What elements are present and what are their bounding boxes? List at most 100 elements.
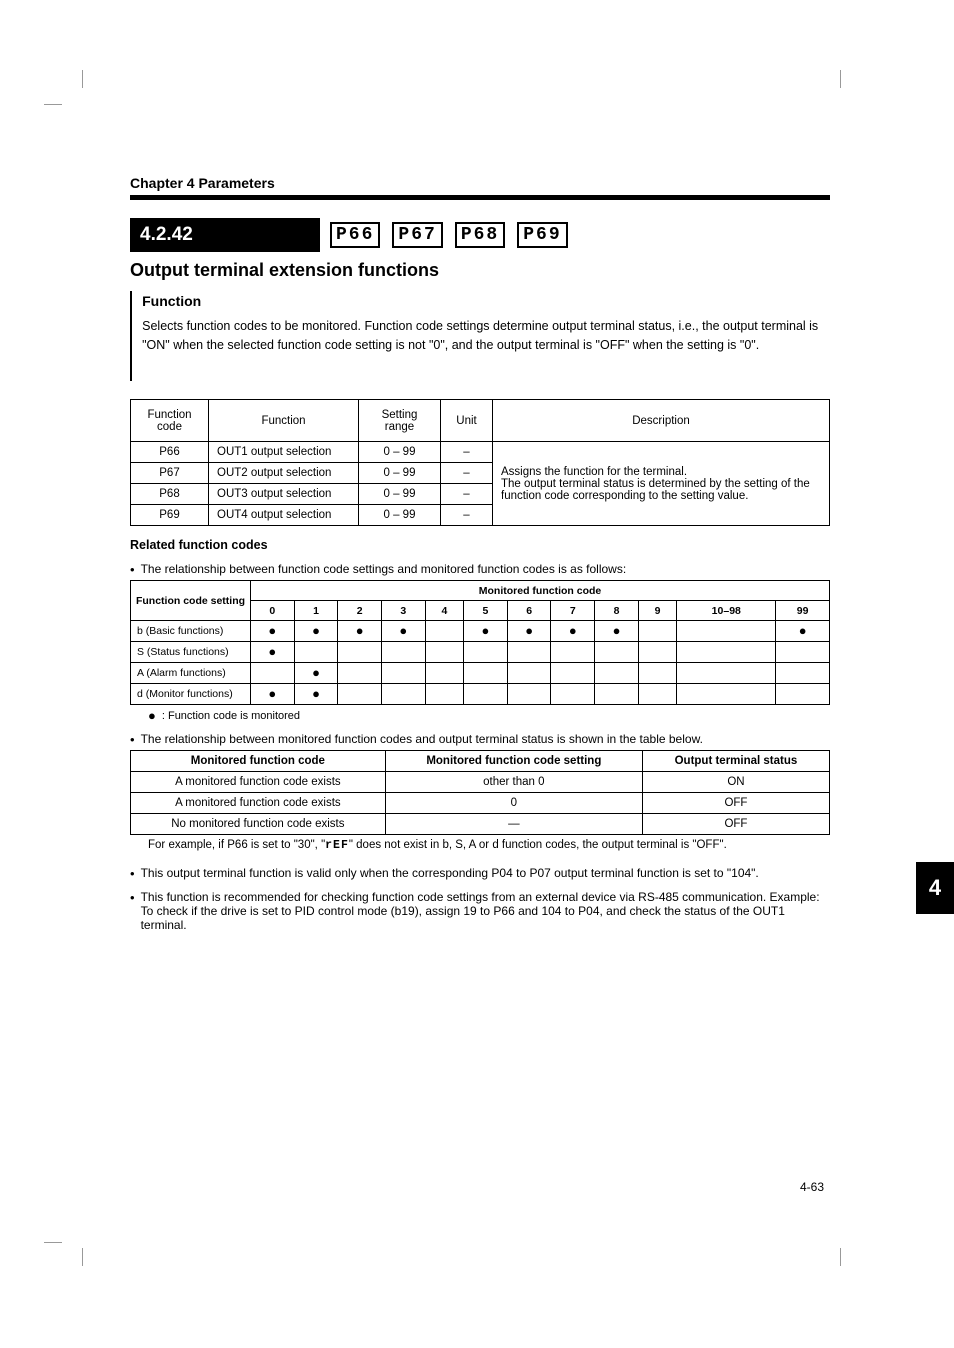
section-label: 4.2.42 (130, 218, 320, 252)
grid-cell (425, 621, 463, 642)
grid-cell (464, 663, 508, 684)
th-col: 6 (507, 601, 551, 621)
th-col: 1 (294, 601, 338, 621)
table-cell: P67 (131, 463, 209, 484)
th-col: 5 (464, 601, 508, 621)
grid-cell (776, 663, 830, 684)
bullet-item: • The relationship between function code… (130, 562, 830, 576)
note-prefix: For example, if P66 is set to "30", " (148, 839, 325, 851)
grid-cell (507, 684, 551, 705)
table-cell: OUT3 output selection (209, 484, 359, 505)
grid-cell (595, 684, 639, 705)
chapter-side-tab: 4 (916, 862, 954, 914)
grid-cell (551, 642, 595, 663)
table-cell: – (441, 442, 493, 463)
table-cell: 0 – 99 (359, 442, 441, 463)
table-cell: P69 (131, 505, 209, 526)
table-cell: P68 (131, 484, 209, 505)
grid-cell (382, 663, 426, 684)
table-cell-desc: Assigns the function for the terminal. T… (493, 442, 830, 526)
bullet-icon: • (130, 867, 135, 880)
th-col: 2 (338, 601, 382, 621)
grid-cell (551, 684, 595, 705)
grid-cell: ● (595, 621, 639, 642)
grid-cell: ● (551, 621, 595, 642)
th-col: 9 (638, 601, 676, 621)
lcd-code-3: P69 (517, 222, 567, 248)
grid-cell (638, 684, 676, 705)
table-cell: — (385, 814, 642, 835)
lcd-code-0: P66 (330, 222, 380, 248)
th-col: 3 (382, 601, 426, 621)
th-range: Setting range (359, 400, 441, 442)
table-cell: other than 0 (385, 772, 642, 793)
grid-cell (338, 642, 382, 663)
grid-cell (338, 684, 382, 705)
table-cell: – (441, 505, 493, 526)
th: Output terminal status (642, 751, 829, 772)
grid-cell (507, 663, 551, 684)
grid-cell (595, 663, 639, 684)
bullet-item: • This function is recommended for check… (130, 890, 830, 932)
table-cell: OFF (642, 814, 829, 835)
parameter-table: Function code Function Setting range Uni… (130, 399, 830, 526)
th-unit: Unit (441, 400, 493, 442)
grid-cell (595, 642, 639, 663)
th-col: 4 (425, 601, 463, 621)
row-label: b (Basic functions) (131, 621, 251, 642)
grid-cell: ● (294, 621, 338, 642)
grid-cell: ● (294, 663, 338, 684)
th-monitored: Monitored function code (251, 581, 830, 601)
th: Monitored function code setting (385, 751, 642, 772)
table-cell: OUT2 output selection (209, 463, 359, 484)
grid-note: ● : Function code is monitored (148, 709, 830, 722)
grid-cell (677, 684, 776, 705)
table-cell: – (441, 463, 493, 484)
table-cell: OUT1 output selection (209, 442, 359, 463)
grid-cell (638, 642, 676, 663)
grid-cell (677, 663, 776, 684)
table-cell: 0 – 99 (359, 484, 441, 505)
grid-cell: ● (776, 621, 830, 642)
function-heading: Function (142, 291, 830, 313)
grid-cell (677, 642, 776, 663)
th-col: 8 (595, 601, 639, 621)
th-col: 10–98 (677, 601, 776, 621)
lcd-code-1: P67 (392, 222, 442, 248)
row-label: d (Monitor functions) (131, 684, 251, 705)
grid-note-text: : Function code is monitored (162, 710, 300, 722)
table-cell: A monitored function code exists (131, 772, 386, 793)
bullet-text: The relationship between monitored funct… (141, 732, 703, 746)
grid-cell: ● (464, 621, 508, 642)
grid-cell (464, 642, 508, 663)
row-label: A (Alarm functions) (131, 663, 251, 684)
function-body: Selects function codes to be monitored. … (142, 317, 830, 356)
bullet-icon: • (130, 563, 135, 576)
grid-cell: ● (251, 621, 295, 642)
grid-cell: ● (251, 684, 295, 705)
grid-cell (338, 663, 382, 684)
bullet-icon: • (130, 891, 135, 904)
related-heading: Related function codes (130, 538, 830, 552)
table-cell: A monitored function code exists (131, 793, 386, 814)
bullet-text: This output terminal function is valid o… (141, 866, 759, 880)
grid-cell (251, 663, 295, 684)
grid-cell (776, 684, 830, 705)
chapter-rule (130, 195, 830, 200)
grid-cell: ● (251, 642, 295, 663)
note-mono: rEF (325, 839, 349, 852)
table-cell: ON (642, 772, 829, 793)
grid-cell (425, 663, 463, 684)
function-bar (130, 291, 132, 381)
th-code: Function code (131, 400, 209, 442)
grid-cell: ● (338, 621, 382, 642)
grid-cell: ● (507, 621, 551, 642)
bullet-item: • This output terminal function is valid… (130, 866, 830, 880)
grid-cell (507, 642, 551, 663)
table-cell: No monitored function code exists (131, 814, 386, 835)
bullet-icon: • (130, 733, 135, 746)
grid-cell (294, 642, 338, 663)
th: Monitored function code (131, 751, 386, 772)
grid-table: Function code setting Monitored function… (130, 580, 830, 705)
th-col: 7 (551, 601, 595, 621)
